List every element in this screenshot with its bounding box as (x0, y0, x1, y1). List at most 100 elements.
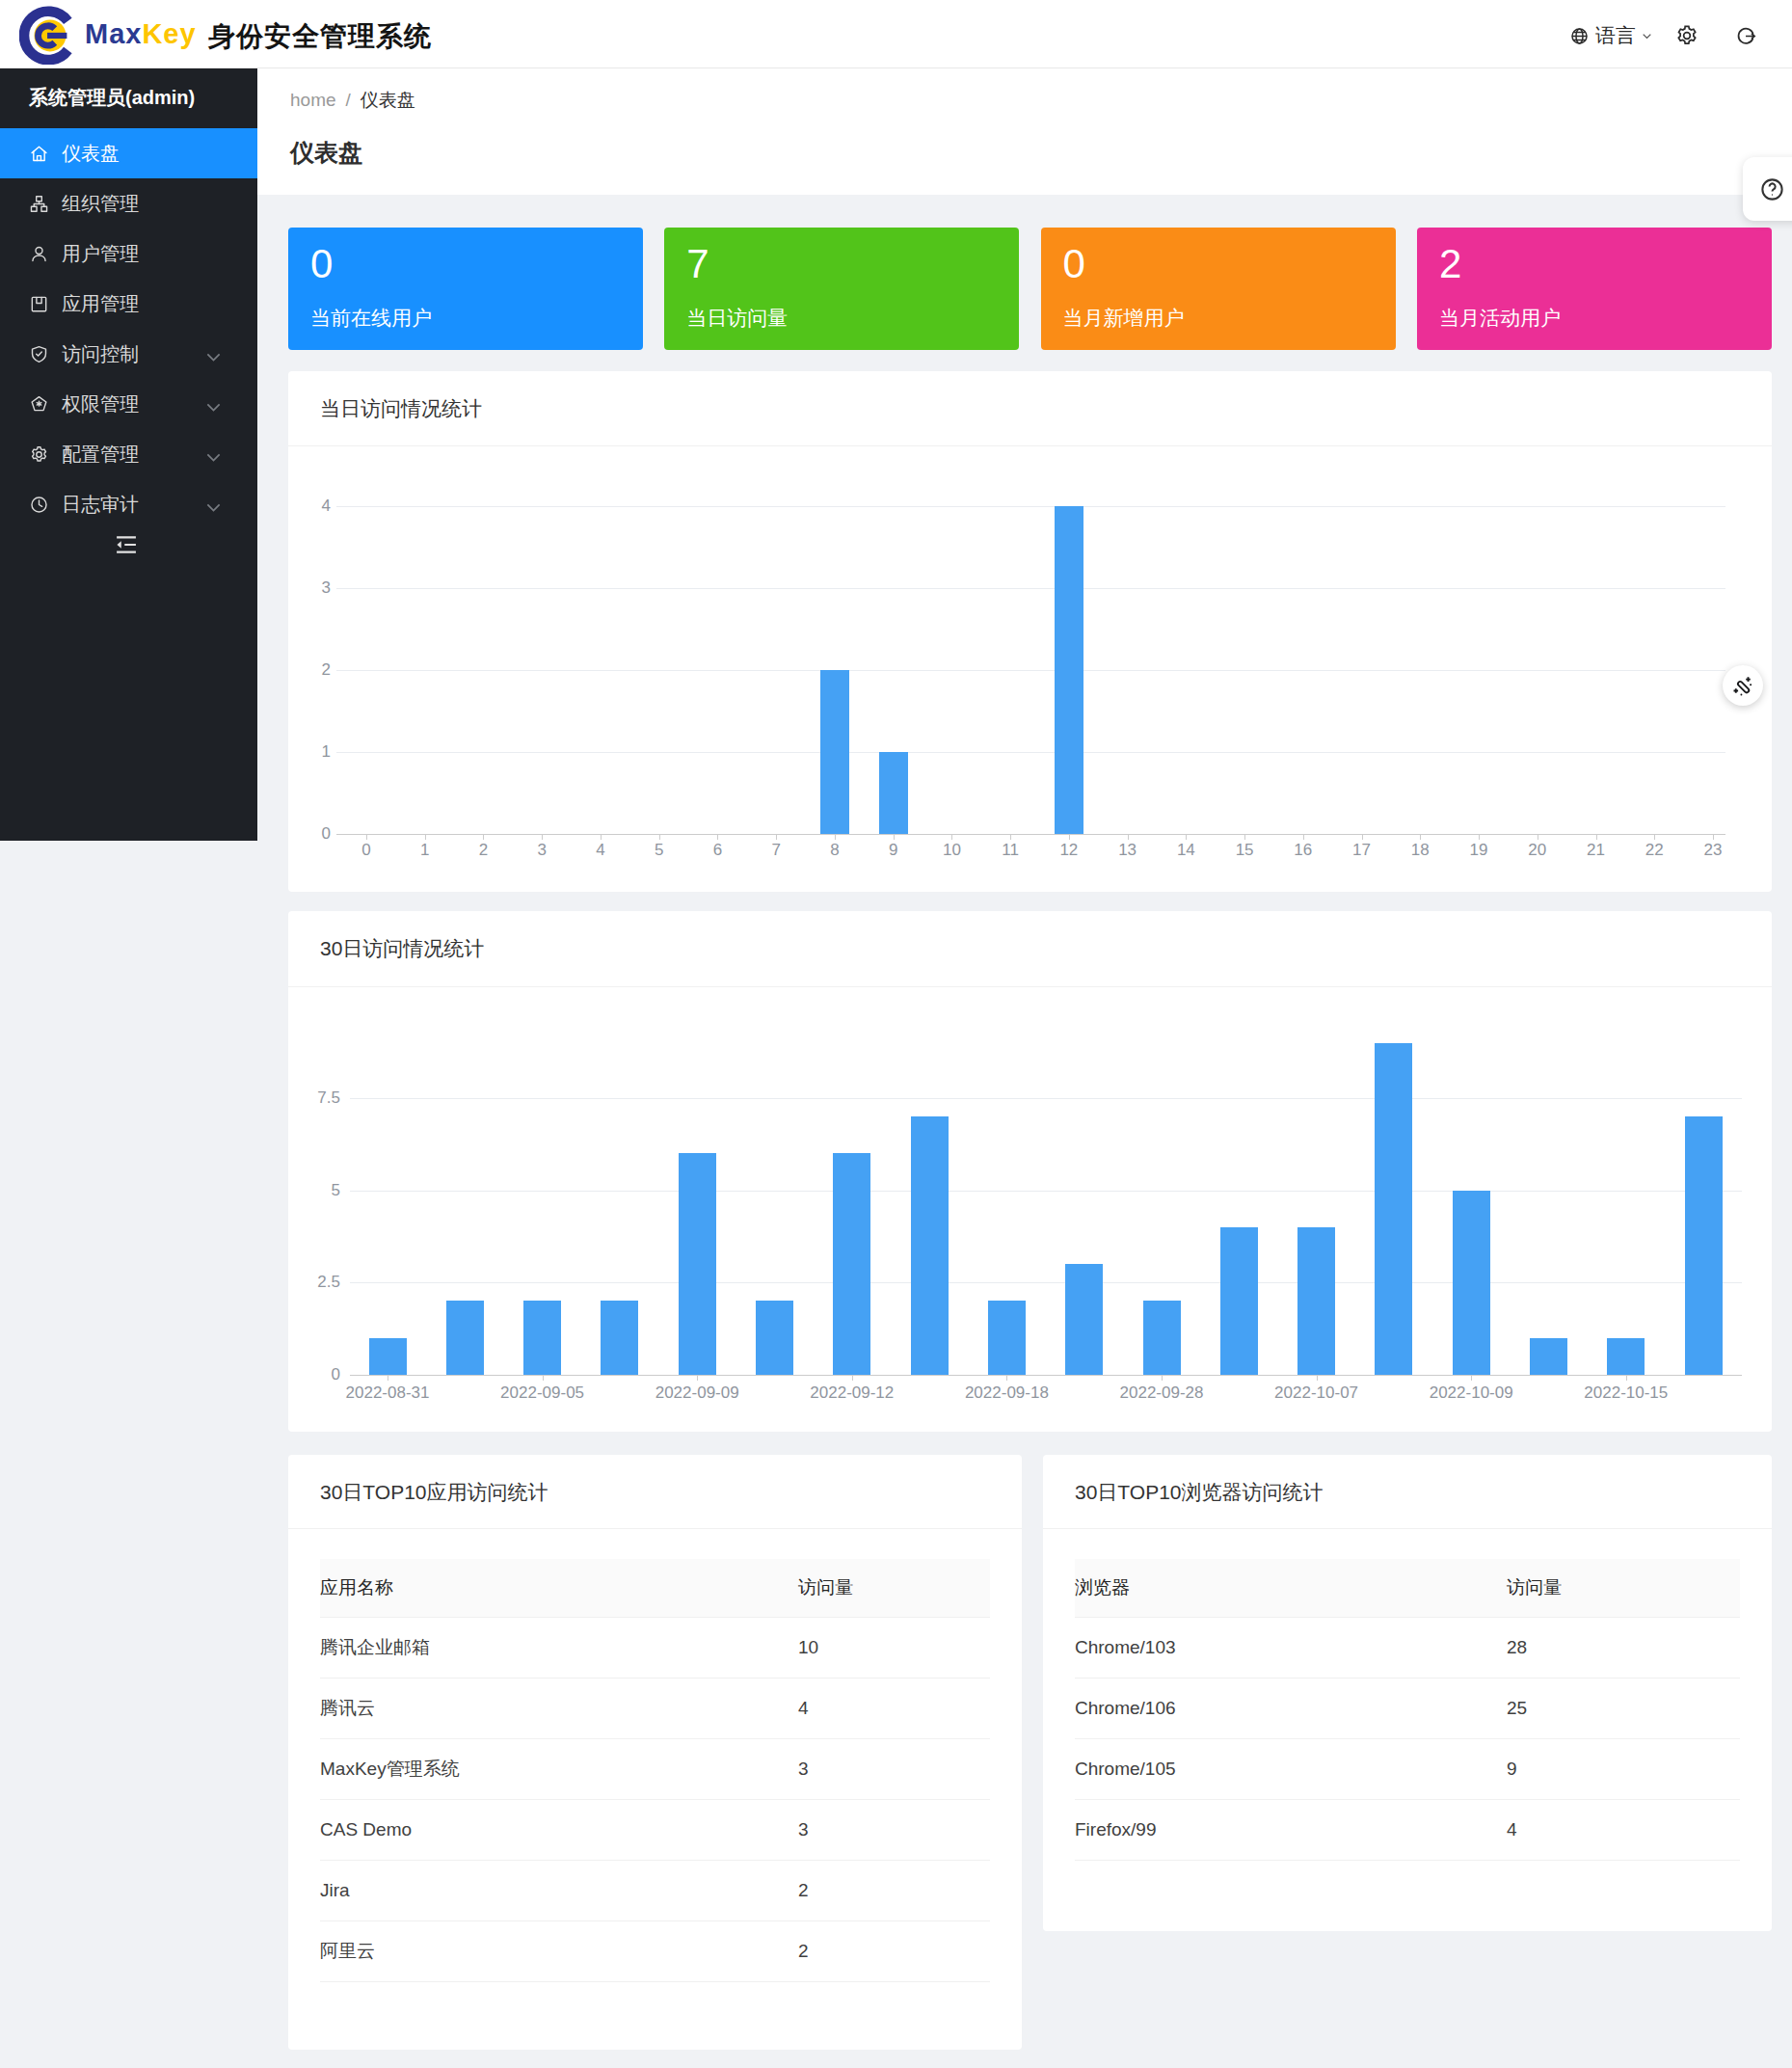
chevron-down-icon (203, 447, 224, 468)
sidebar-user-label: 系统管理员(admin) (0, 67, 257, 128)
x-tick-label: 3 (537, 841, 546, 860)
settings-button[interactable] (1674, 23, 1699, 52)
sidebar: 系统管理员(admin) 仪表盘组织管理用户管理应用管理访问控制权限管理配置管理… (0, 67, 257, 841)
sidebar-item-仪表盘[interactable]: 仪表盘 (0, 128, 257, 178)
chart-bar (369, 1338, 407, 1375)
sidebar-item-组织管理[interactable]: 组织管理 (0, 178, 257, 228)
chart-bar (1297, 1227, 1335, 1375)
sidebar-item-日志审计[interactable]: 日志审计 (0, 479, 257, 529)
stat-label: 当日访问量 (686, 305, 788, 332)
table-row: Chrome/10625 (1075, 1679, 1740, 1739)
chart-bar (523, 1301, 561, 1375)
sidebar-item-权限管理[interactable]: 权限管理 (0, 379, 257, 429)
y-tick-label: 2 (288, 660, 331, 680)
x-tick-label: 16 (1294, 841, 1312, 860)
theme-wand-button[interactable] (1723, 665, 1763, 706)
chart-bar (446, 1301, 484, 1375)
x-tick-label: 9 (889, 841, 897, 860)
sidebar-item-配置管理[interactable]: 配置管理 (0, 429, 257, 479)
table-row: Chrome/1059 (1075, 1739, 1740, 1800)
chart-bar (679, 1153, 716, 1375)
stat-card-当前在线用户: 0当前在线用户 (288, 228, 643, 350)
maxkey-logo-icon (19, 3, 79, 65)
table-row: 腾讯云4 (320, 1679, 990, 1739)
y-tick-label: 0 (288, 824, 331, 844)
x-tick-label: 2 (479, 841, 488, 860)
panel-top10-browsers: 30日TOP10浏览器访问统计 浏览器访问量Chrome/10328Chrome… (1043, 1455, 1772, 1931)
logout-button[interactable] (1735, 25, 1757, 51)
table-row: Firefox/994 (1075, 1800, 1740, 1861)
panel-title: 30日TOP10应用访问统计 (320, 1455, 548, 1530)
stat-card-当日访问量: 7 当日访问量 (664, 228, 1019, 350)
x-tick-label: 13 (1118, 841, 1137, 860)
y-tick-label: 5 (288, 1181, 340, 1200)
help-button[interactable] (1743, 157, 1792, 221)
user-icon (29, 244, 49, 264)
table-row: CAS Demo3 (320, 1800, 990, 1861)
stat-card-当月活动用户: 2当月活动用户 (1417, 228, 1772, 350)
chart-bar (1607, 1338, 1645, 1375)
x-tick-label: 22 (1645, 841, 1664, 860)
chevron-down-icon (203, 347, 224, 367)
breadcrumb-home[interactable]: home (290, 90, 336, 110)
x-tick-label: 4 (596, 841, 604, 860)
sidebar-item-应用管理[interactable]: 应用管理 (0, 279, 257, 329)
stat-card-当月新增用户: 0 当月新增用户 (1041, 228, 1396, 350)
language-menu[interactable]: 语言 (1569, 21, 1659, 50)
x-tick-label: 2022-09-18 (965, 1383, 1049, 1403)
x-tick-label: 2022-09-12 (810, 1383, 894, 1403)
chart-bar (1143, 1301, 1181, 1375)
breadcrumb-current: 仪表盘 (361, 90, 415, 110)
chart-bar (1055, 506, 1083, 834)
chart-bar (911, 1116, 949, 1375)
brand-name: MaxKey (85, 18, 197, 50)
panel-title: 30日访问情况统计 (320, 911, 484, 986)
sidebar-item-用户管理[interactable]: 用户管理 (0, 228, 257, 279)
x-tick-label: 10 (943, 841, 961, 860)
gear-icon (29, 444, 49, 465)
x-tick-label: 23 (1704, 841, 1723, 860)
stat-value: 7 (686, 241, 709, 287)
table-row: Jira2 (320, 1861, 990, 1921)
chevron-down-icon (203, 497, 224, 518)
column-header: 浏览器 (1075, 1559, 1130, 1617)
question-mark-icon (1759, 176, 1785, 202)
chart-bar (1065, 1264, 1103, 1375)
x-tick-label: 2022-10-07 (1274, 1383, 1358, 1403)
app-header: MaxKey 身份安全管理系统 语言 (0, 0, 1792, 68)
chart-bar (833, 1153, 870, 1375)
x-tick-label: 8 (830, 841, 839, 860)
stat-label: 当月新增用户 (1063, 305, 1185, 332)
table-row: 腾讯企业邮箱10 (320, 1618, 990, 1679)
y-tick-label: 7.5 (288, 1088, 340, 1108)
x-tick-label: 2022-08-31 (346, 1383, 430, 1403)
org-icon (29, 194, 49, 214)
chart-bar (601, 1301, 638, 1375)
menu-collapse-button[interactable] (113, 531, 140, 558)
chart-bar (879, 752, 908, 834)
stat-value: 0 (1063, 241, 1085, 287)
table-header: 应用名称 访问量 (320, 1559, 990, 1618)
chart-bar (1530, 1338, 1567, 1375)
page-title: 仪表盘 (290, 137, 362, 169)
x-tick-label: 17 (1352, 841, 1371, 860)
sidebar-item-访问控制[interactable]: 访问控制 (0, 329, 257, 379)
chart-bar (1375, 1043, 1412, 1375)
home-icon (29, 144, 49, 164)
x-tick-label: 2022-09-09 (655, 1383, 739, 1403)
chart-bar (756, 1301, 793, 1375)
shield-check-icon (29, 344, 49, 364)
stat-value: 2 (1439, 241, 1461, 287)
apps-icon (29, 294, 49, 314)
x-tick-label: 2022-10-09 (1430, 1383, 1513, 1403)
panel-title: 30日TOP10浏览器访问统计 (1075, 1455, 1324, 1530)
x-tick-label: 7 (771, 841, 780, 860)
x-tick-label: 18 (1411, 841, 1430, 860)
column-header: 访问量 (798, 1559, 853, 1617)
x-tick-label: 14 (1177, 841, 1195, 860)
x-tick-label: 2022-09-05 (500, 1383, 584, 1403)
column-header: 访问量 (1507, 1559, 1562, 1617)
app-title: 身份安全管理系统 (208, 18, 432, 55)
x-tick-label: 6 (713, 841, 722, 860)
column-header: 应用名称 (320, 1559, 393, 1617)
